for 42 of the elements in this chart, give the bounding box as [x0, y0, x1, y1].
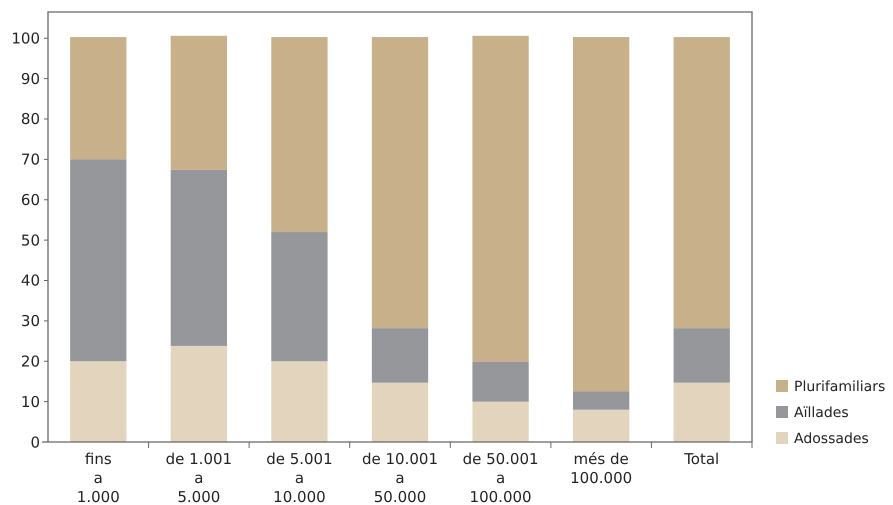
- x-tick-label: de 1.001 a 5.000: [166, 450, 232, 505]
- bar: [674, 37, 730, 328]
- bar: [70, 159, 126, 362]
- bar: [271, 37, 328, 232]
- bar: [472, 402, 529, 442]
- legend-label: Aïllades: [794, 404, 849, 421]
- bar: [674, 328, 730, 383]
- x-tick-label: més de 100.000: [570, 450, 632, 487]
- x-tick-label: fins a 1.000: [76, 450, 120, 505]
- bar: [372, 382, 428, 442]
- legend-label: Plurifamiliars: [794, 378, 886, 395]
- y-tick-label: 90: [20, 70, 40, 88]
- y-tick-label: 50: [20, 231, 40, 250]
- x-tick-label: de 50.001 a 100.000: [462, 450, 539, 505]
- legend-label: Adossades: [794, 430, 869, 447]
- x-tick-label: de 10.001 a 50.000: [362, 450, 438, 505]
- bar: [170, 170, 228, 346]
- y-tick-label: 0: [30, 433, 40, 452]
- bar: [70, 37, 126, 160]
- bar: [674, 382, 730, 442]
- y-tick-label: 60: [20, 190, 40, 209]
- y-tick-label: 70: [20, 150, 40, 169]
- y-tick-label: 30: [20, 312, 40, 330]
- bar: [472, 36, 529, 362]
- y-tick-label: 20: [20, 352, 40, 370]
- bar: [170, 346, 228, 442]
- bar: [372, 328, 428, 383]
- y-tick-label: 10: [20, 392, 40, 411]
- bar: [372, 37, 428, 328]
- y-tick-label: 100: [11, 29, 40, 48]
- bar: [170, 36, 228, 170]
- bar: [271, 361, 328, 442]
- y-tick-label: 40: [20, 272, 40, 290]
- x-tick-label: de 5.001 a 10.000: [266, 450, 333, 505]
- y-tick-label: 80: [20, 110, 40, 128]
- bar: [572, 410, 630, 442]
- bar: [271, 232, 328, 362]
- bar: [572, 37, 630, 392]
- bar: [70, 361, 126, 442]
- bar: [572, 392, 630, 410]
- x-tick-label: Total: [683, 450, 720, 468]
- bar: [472, 362, 529, 402]
